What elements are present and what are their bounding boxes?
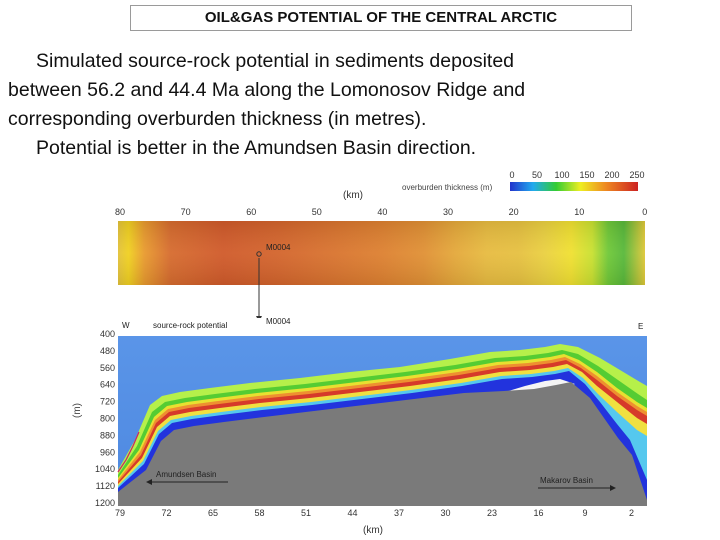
well-label-bottom: M0004 <box>266 317 291 326</box>
panel-label: source-rock potential <box>153 321 227 330</box>
legend-tick-5: 250 <box>629 170 644 180</box>
top-tick-0: 80 <box>115 207 125 217</box>
top-tick-6: 20 <box>509 207 519 217</box>
overburden-strip-shade <box>118 221 645 285</box>
panel-header-band <box>118 318 647 336</box>
caption-line-3: corresponding overburden thickness (in m… <box>8 108 427 130</box>
y-tick-10: 1200 <box>95 498 115 508</box>
slide-title: OIL&GAS POTENTIAL OF THE CENTRAL ARCTIC <box>130 5 632 31</box>
y-tick-0: 400 <box>100 329 115 339</box>
legend-tick-4: 200 <box>604 170 619 180</box>
y-tick-6: 880 <box>100 430 115 440</box>
legend-tick-2: 100 <box>554 170 569 180</box>
overburden-panel: (km) 80 70 60 50 40 30 20 10 0 M0004 <box>115 190 647 322</box>
x-axis-ticks: 79 72 65 58 51 44 37 30 23 16 9 2 <box>115 508 634 518</box>
top-tick-1: 70 <box>181 207 191 217</box>
legend-tick-0: 0 <box>509 170 514 180</box>
x-tick-5: 44 <box>347 508 357 518</box>
legend-label: overburden thickness (m) <box>402 183 493 192</box>
x-tick-2: 65 <box>208 508 218 518</box>
y-tick-2: 560 <box>100 363 115 373</box>
x-tick-9: 16 <box>533 508 543 518</box>
top-tick-8: 0 <box>642 207 647 217</box>
arrow-left-icon <box>146 479 152 485</box>
x-tick-10: 9 <box>582 508 587 518</box>
x-tick-7: 30 <box>440 508 450 518</box>
x-tick-3: 58 <box>254 508 264 518</box>
top-tick-5: 30 <box>443 207 453 217</box>
caption-line-1: Simulated source-rock potential in sedim… <box>36 50 515 72</box>
x-tick-8: 23 <box>487 508 497 518</box>
legend-tick-3: 150 <box>579 170 594 180</box>
x-tick-11: 2 <box>629 508 634 518</box>
caption-line-4: Potential is better in the Amundsen Basi… <box>36 137 477 159</box>
y-tick-1: 480 <box>100 346 115 356</box>
makarov-basin-label: Makarov Basin <box>540 476 593 485</box>
y-tick-7: 960 <box>100 447 115 457</box>
west-label: W <box>122 321 130 330</box>
y-tick-5: 800 <box>100 414 115 424</box>
top-tick-2: 60 <box>246 207 256 217</box>
top-axis-ticks: 80 70 60 50 40 30 20 10 0 <box>115 207 647 217</box>
western-slope-edge <box>117 431 140 473</box>
x-tick-6: 37 <box>394 508 404 518</box>
top-tick-4: 40 <box>377 207 387 217</box>
arrow-right-icon <box>610 485 616 491</box>
top-tick-3: 50 <box>312 207 322 217</box>
y-tick-4: 720 <box>100 397 115 407</box>
x-tick-1: 72 <box>161 508 171 518</box>
x-tick-0: 79 <box>115 508 125 518</box>
y-tick-3: 640 <box>100 380 115 390</box>
y-tick-9: 1120 <box>96 481 115 491</box>
legend-tick-1: 50 <box>532 170 542 180</box>
y-axis-label: (m) <box>72 403 83 418</box>
y-axis-ticks: 400 480 560 640 720 800 880 960 1040 1120 1200 <box>95 329 115 508</box>
source-rock-panel: W source-rock potential M0004 E (m) 4004… <box>72 317 647 536</box>
x-tick-4: 51 <box>301 508 311 518</box>
y-tick-8: 1040 <box>95 464 115 474</box>
well-label-top: M0004 <box>266 243 291 252</box>
top-tick-7: 10 <box>574 207 584 217</box>
legend: 0 50 100 150 200 250 overburden thickness (m) <box>402 170 645 192</box>
caption-line-2: between 56.2 and 44.4 Ma along the Lomon… <box>8 79 526 101</box>
legend-color-bar <box>510 182 638 191</box>
x-axis-label: (km) <box>363 525 383 536</box>
top-axis-label: (km) <box>343 190 363 201</box>
legend-ticks: 0 50 100 150 200 250 <box>509 170 644 180</box>
caption: Simulated source-rock potential in sedim… <box>8 47 713 163</box>
east-label: E <box>638 322 643 331</box>
amundsen-basin-label: Amundsen Basin <box>156 470 216 479</box>
well-marker-top <box>256 251 262 257</box>
sediment-basement <box>118 382 647 506</box>
